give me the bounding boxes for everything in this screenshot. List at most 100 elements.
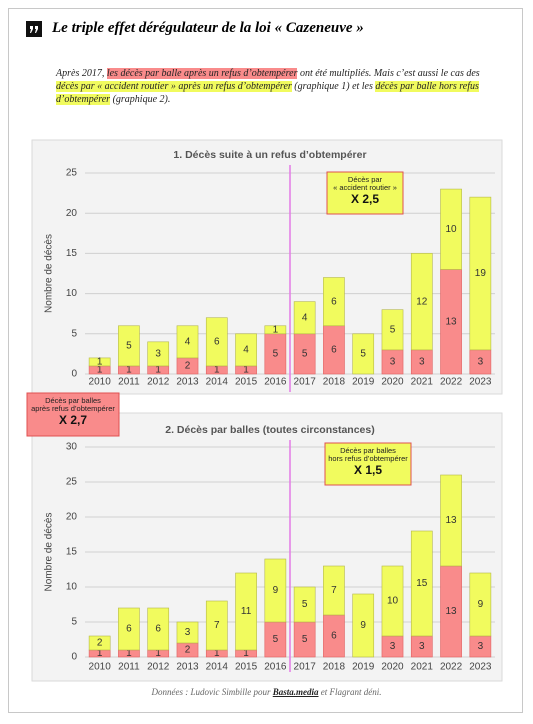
y-axis-label: Nombre de décès — [44, 513, 55, 592]
callout-text: Décès par balles — [340, 446, 396, 455]
callout-box — [324, 442, 412, 486]
x-tick-label: 2014 — [206, 662, 229, 673]
x-tick-label: 2011 — [118, 377, 140, 388]
x-tick-label: 2023 — [469, 662, 492, 673]
value-label: 10 — [387, 596, 399, 607]
value-label: 1 — [97, 365, 103, 376]
callout-text: Décès par — [348, 175, 383, 184]
value-label: 15 — [416, 578, 428, 589]
x-tick-label: 2017 — [294, 377, 317, 388]
bar-segment — [264, 325, 287, 335]
value-label: 1 — [97, 648, 103, 659]
text: Après 2017, — [56, 68, 107, 79]
x-tick-label: 2020 — [381, 662, 404, 673]
value-label: 13 — [446, 606, 458, 617]
x-tick-label: 2010 — [89, 377, 112, 388]
x-tick-label: 2022 — [440, 662, 463, 673]
value-label: 2 — [97, 638, 103, 649]
value-label: 13 — [446, 515, 458, 526]
y-tick-label: 20 — [66, 208, 78, 219]
value-label: 1 — [155, 365, 161, 376]
x-tick-label: 2012 — [147, 662, 170, 673]
x-tick-label: 2023 — [469, 377, 492, 388]
chart-title: 2. Décès par balles (toutes circonstance… — [165, 424, 375, 436]
value-label: 2 — [185, 361, 191, 372]
bar-segment — [352, 333, 375, 375]
x-tick-label: 2015 — [235, 662, 258, 673]
callout-text: après refus d’obtempérer — [31, 404, 115, 413]
value-label: 6 — [331, 631, 337, 642]
y-tick-label: 5 — [71, 328, 77, 339]
bar-segment — [118, 607, 140, 651]
y-tick-label: 25 — [66, 168, 78, 179]
bar-segment — [88, 635, 111, 651]
value-label: 4 — [302, 312, 308, 323]
value-label: 1 — [273, 324, 279, 335]
value-label: 1 — [214, 648, 220, 659]
value-label: 19 — [475, 268, 487, 279]
y-tick-label: 0 — [71, 652, 77, 663]
x-tick-label: 2016 — [264, 377, 287, 388]
value-label: 1 — [243, 365, 249, 376]
bar-segment — [264, 558, 287, 623]
bar-segment — [440, 188, 462, 270]
value-label: 6 — [126, 624, 132, 635]
value-label: 4 — [243, 345, 249, 356]
bar-segment — [147, 341, 170, 367]
value-label: 7 — [331, 585, 337, 596]
y-tick-label: 20 — [66, 512, 78, 523]
x-tick-label: 2013 — [176, 662, 199, 673]
callout-text: Décès par balles — [45, 396, 101, 405]
x-tick-label: 2016 — [264, 662, 287, 673]
chart-title: 1. Décès suite à un refus d’obtempérer — [173, 149, 366, 161]
y-tick-label: 0 — [71, 369, 77, 380]
y-tick-label: 10 — [66, 288, 78, 299]
value-label: 2 — [185, 645, 191, 656]
text: et Flagrant déni. — [318, 687, 382, 697]
x-tick-label: 2021 — [411, 377, 434, 388]
value-label: 1 — [214, 365, 220, 376]
footer: Données : Ludovic Simbille pour Basta.me… — [0, 687, 533, 697]
value-label: 7 — [214, 620, 220, 631]
callout-factor: X 2,7 — [59, 413, 87, 427]
value-label: 3 — [478, 641, 484, 652]
text: (graphique 1) et les — [291, 81, 376, 92]
bar-segment — [381, 309, 404, 351]
bar-segment — [147, 607, 170, 651]
x-tick-label: 2020 — [381, 377, 404, 388]
x-tick-label: 2019 — [352, 377, 375, 388]
value-label: 3 — [155, 349, 161, 360]
intro: Après 2017, les décès par balle après un… — [56, 67, 481, 106]
bar-segment — [118, 325, 140, 367]
callout-box — [26, 392, 120, 437]
text: Données : Ludovic Simbille pour — [151, 687, 273, 697]
x-tick-label: 2014 — [206, 377, 229, 388]
quote-glyph — [30, 26, 38, 33]
bar-segment — [410, 253, 433, 351]
x-tick-label: 2015 — [235, 377, 258, 388]
x-tick-label: 2018 — [323, 377, 346, 388]
bar-segment — [381, 565, 404, 637]
value-label: 13 — [446, 316, 458, 327]
bar-segment — [440, 474, 462, 567]
x-tick-label: 2011 — [118, 662, 140, 673]
callout-text: « accident routier » — [333, 183, 397, 192]
bar-segment — [293, 301, 316, 335]
bar-segment — [323, 277, 345, 327]
y-tick-label: 15 — [66, 248, 78, 259]
value-label: 6 — [331, 345, 337, 356]
callout-text: hors refus d’obtempérer — [328, 454, 408, 463]
value-label: 4 — [185, 336, 191, 347]
value-label: 5 — [360, 349, 366, 360]
bar-segment — [176, 325, 199, 359]
bar-segment — [352, 593, 375, 658]
bar-segment — [293, 586, 316, 623]
value-label: 3 — [185, 627, 191, 638]
y-tick-label: 25 — [66, 477, 78, 488]
value-label: 9 — [360, 620, 366, 631]
highlight: décès par « accident routier » après un … — [56, 81, 292, 92]
value-label: 6 — [331, 296, 337, 307]
x-tick-label: 2019 — [352, 662, 375, 673]
value-label: 1 — [243, 648, 249, 659]
